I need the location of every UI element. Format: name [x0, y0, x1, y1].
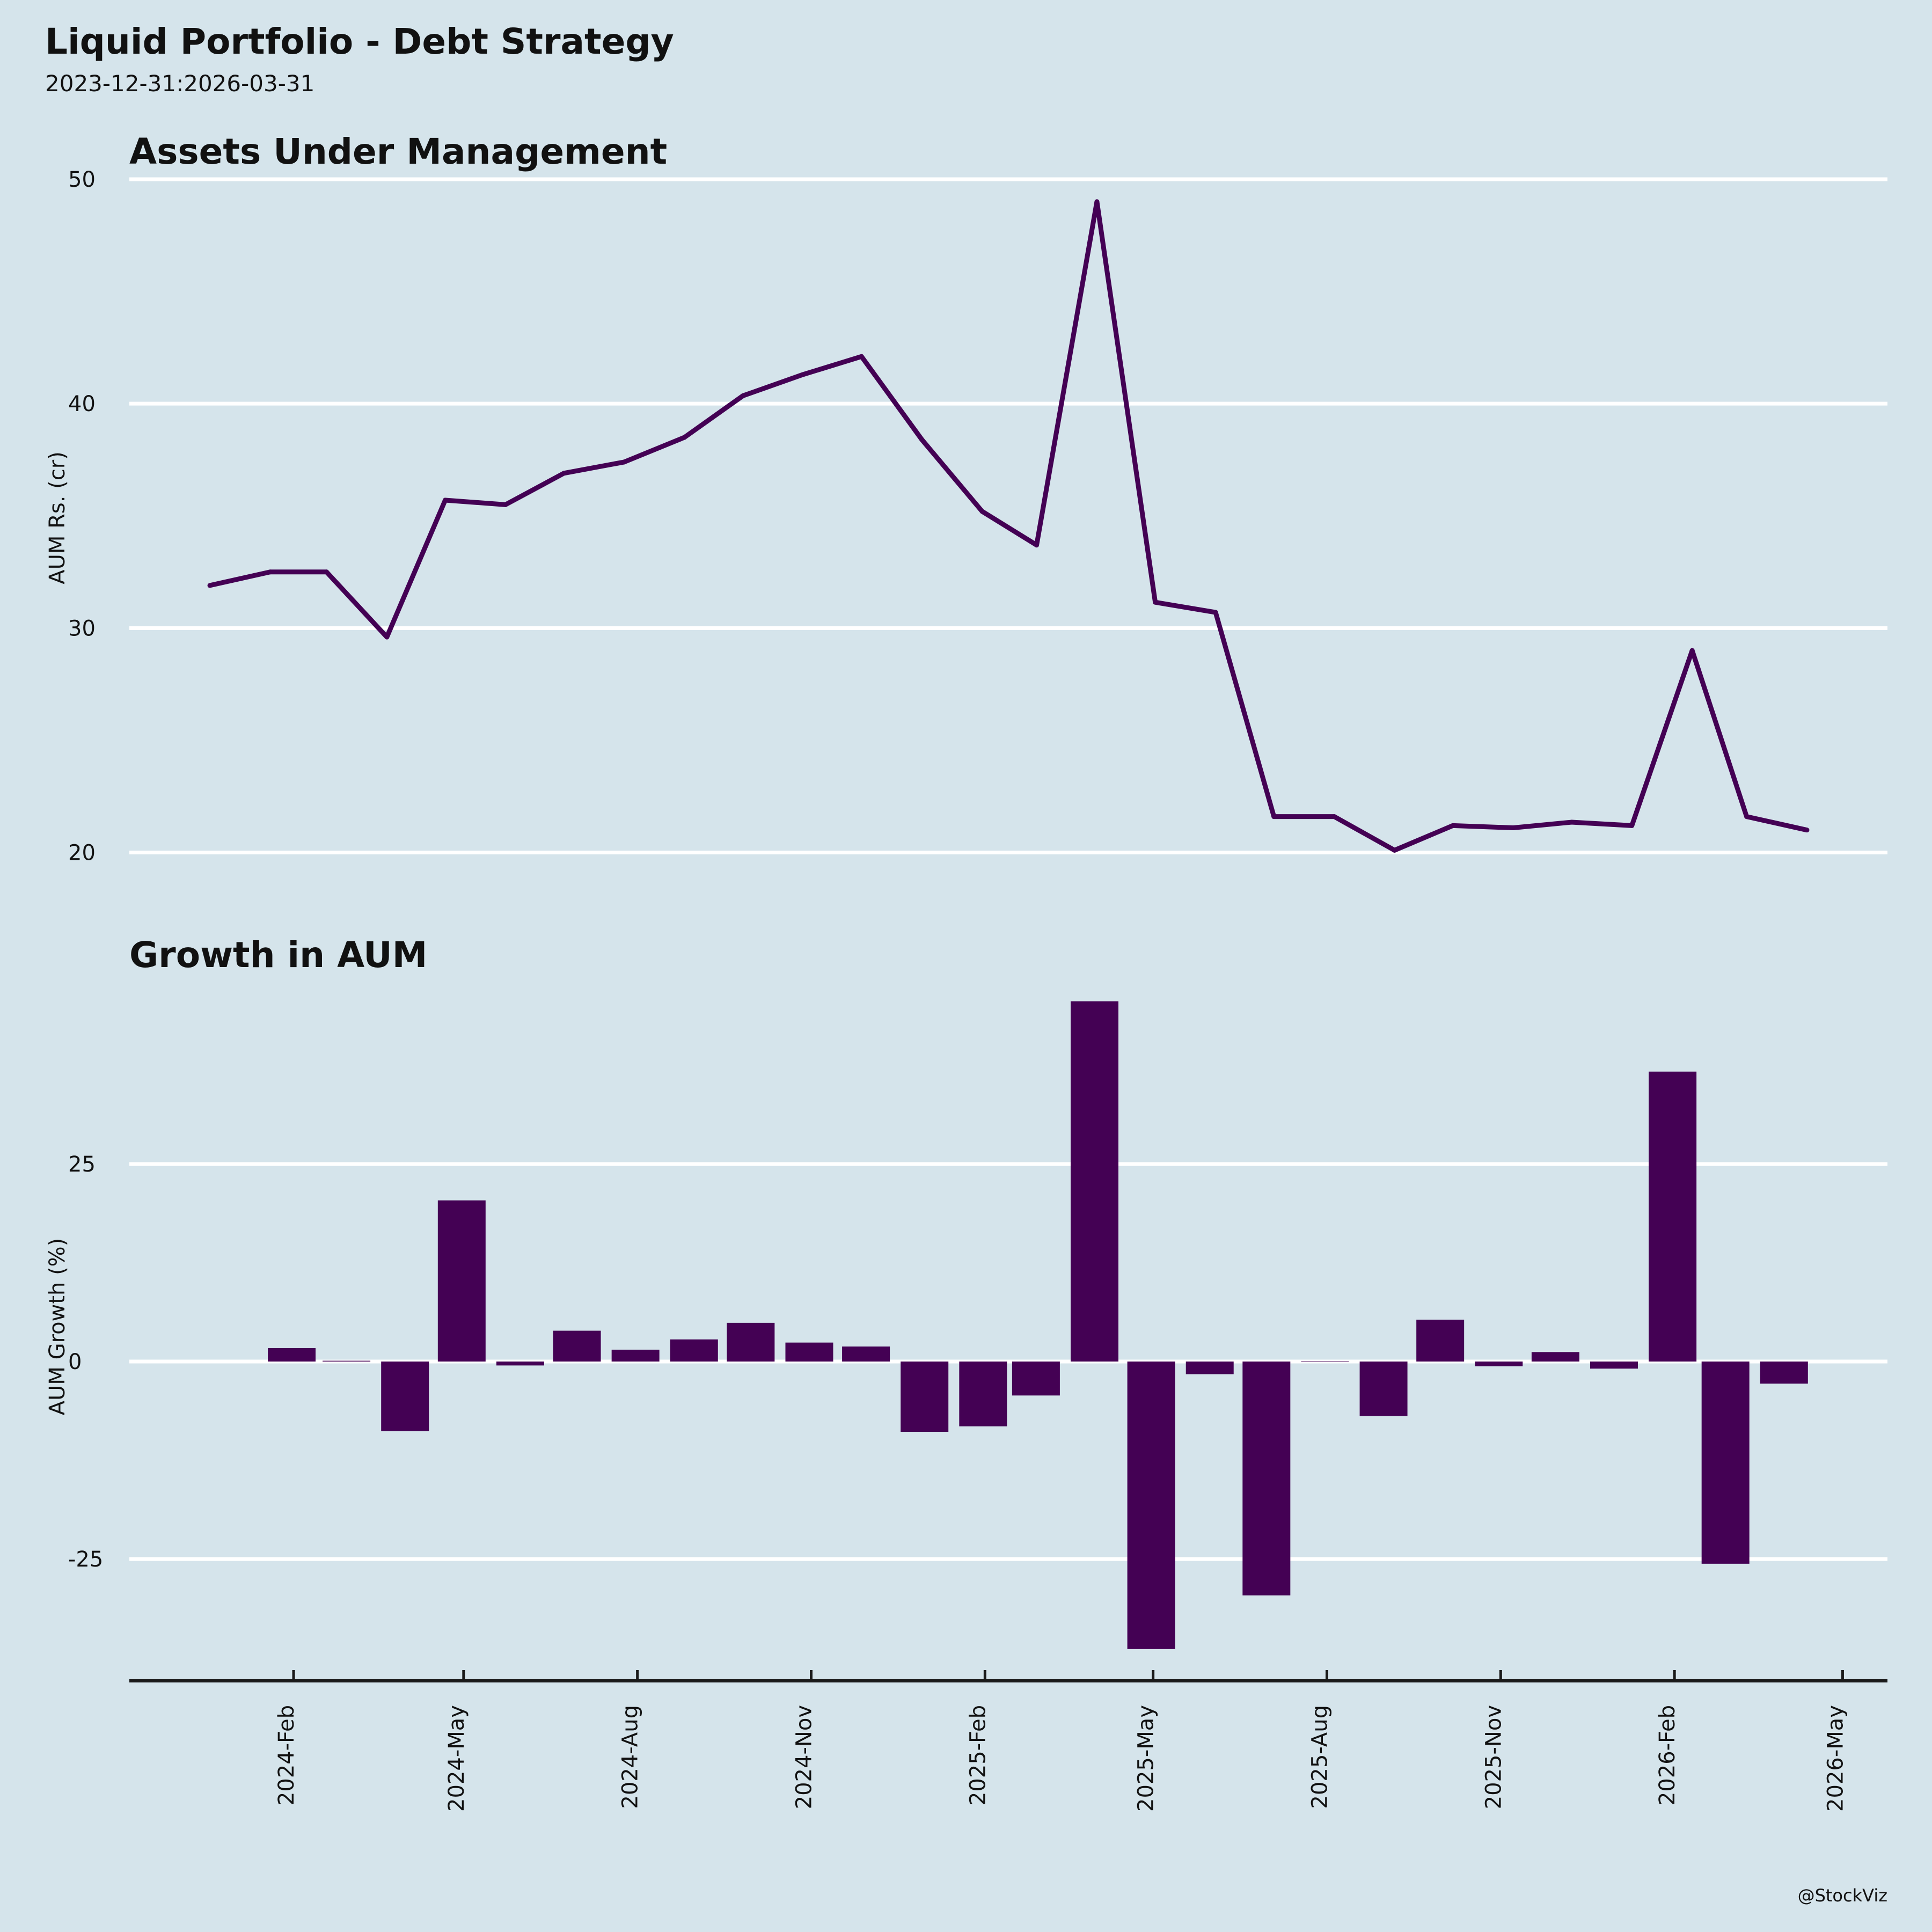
aum-y-tick-label: 40 [68, 392, 96, 416]
aum-point [1804, 828, 1810, 833]
x-tick-label: 2026-Feb [1655, 1705, 1680, 1805]
x-tick-label: 2025-Aug [1307, 1705, 1332, 1809]
aum-point [859, 354, 864, 359]
aum-point [561, 471, 567, 476]
date-range-subtitle: 2023-12-31:2026-03-31 [45, 70, 314, 97]
aum-point [1450, 823, 1455, 828]
x-tick-label: 2024-Nov [792, 1705, 817, 1809]
watermark: @StockViz [1798, 1885, 1887, 1906]
growth-bar [901, 1362, 949, 1432]
growth-bar [553, 1330, 601, 1362]
aum-point [1094, 199, 1100, 204]
aum-y-tick-label: 50 [68, 167, 96, 192]
aum-point [1689, 648, 1695, 653]
growth-bars [268, 1001, 1808, 1649]
growth-bar [1185, 1362, 1234, 1374]
aum-point [207, 583, 213, 588]
aum-point [324, 569, 329, 575]
growth-bar [785, 1342, 833, 1362]
aum-point [682, 435, 687, 440]
aum-point [1629, 823, 1635, 828]
growth-y-tick-labels: -25 0 25 [68, 1152, 103, 1572]
growth-bar [1071, 1001, 1119, 1362]
aum-point [1511, 825, 1516, 831]
aum-point [1271, 814, 1277, 819]
growth-y-tick-label: 25 [68, 1152, 96, 1177]
growth-bar [1760, 1362, 1808, 1384]
x-tick-label: 2025-Feb [965, 1705, 990, 1805]
growth-bar [1475, 1362, 1523, 1366]
growth-y-tick-label: -25 [68, 1547, 103, 1572]
growth-bar [437, 1200, 486, 1362]
x-axis-ticks: 2024-Feb 2024-May 2024-Aug 2024-Nov 2025-Feb… [274, 1670, 1848, 1812]
aum-point [1213, 610, 1218, 615]
growth-bar [842, 1346, 890, 1362]
growth-bar [1701, 1362, 1750, 1564]
aum-point [740, 393, 745, 399]
growth-bar [1416, 1319, 1465, 1362]
growth-bar [268, 1348, 316, 1362]
aum-y-tick-label: 20 [68, 841, 96, 866]
growth-bar [1242, 1362, 1291, 1596]
x-tick-label: 2025-Nov [1481, 1705, 1506, 1809]
aum-series [207, 199, 1810, 853]
aum-gridlines [129, 177, 1887, 854]
aum-point [503, 502, 508, 507]
growth-y-axis-label: AUM Growth (%) [45, 1238, 70, 1416]
aum-point [919, 437, 925, 442]
chart-title: Liquid Portfolio - Debt Strategy [45, 21, 674, 62]
aum-panel: Assets Under Management 20 30 40 50 AUM Rs.… [45, 131, 1887, 866]
aum-y-tick-label: 30 [68, 616, 96, 641]
growth-bar [1127, 1362, 1175, 1649]
aum-point [267, 569, 273, 575]
x-tick-label: 2024-Aug [618, 1705, 643, 1809]
aum-line [209, 199, 1807, 853]
aum-point [1034, 543, 1040, 548]
growth-bar [1649, 1071, 1697, 1362]
growth-bar [959, 1362, 1007, 1426]
aum-point [1392, 847, 1397, 853]
x-tick-label: 2026-May [1823, 1705, 1848, 1812]
aum-point [443, 497, 448, 503]
aum-point [801, 372, 806, 377]
aum-point [384, 634, 390, 640]
aum-y-tick-labels: 20 30 40 50 [68, 167, 96, 866]
growth-y-tick-label: 0 [68, 1350, 82, 1374]
growth-panel-title: Growth in AUM [129, 934, 427, 976]
growth-bar [1359, 1362, 1408, 1416]
growth-bar [611, 1349, 660, 1362]
aum-point [979, 509, 985, 514]
x-tick-label: 2024-May [444, 1705, 469, 1812]
growth-bar [496, 1362, 544, 1366]
growth-panel: Growth in AUM -25 0 25 AUM Growth (%) 2024… [45, 934, 1887, 1812]
growth-bar [727, 1322, 775, 1362]
growth-bar [1531, 1352, 1579, 1362]
aum-point [621, 459, 627, 465]
aum-panel-title: Assets Under Management [129, 131, 667, 172]
growth-bar [1590, 1362, 1638, 1369]
x-tick-label: 2024-Feb [274, 1705, 299, 1805]
growth-bar [381, 1362, 429, 1431]
aum-point [1569, 819, 1574, 825]
growth-bar [323, 1360, 371, 1362]
aum-point [1331, 814, 1337, 819]
aum-point [1744, 814, 1750, 819]
x-tick-label: 2025-May [1134, 1705, 1159, 1812]
growth-bar [670, 1339, 718, 1362]
aum-y-axis-label: AUM Rs. (cr) [45, 451, 70, 584]
growth-bar [1012, 1362, 1060, 1396]
aum-point [1153, 599, 1158, 605]
